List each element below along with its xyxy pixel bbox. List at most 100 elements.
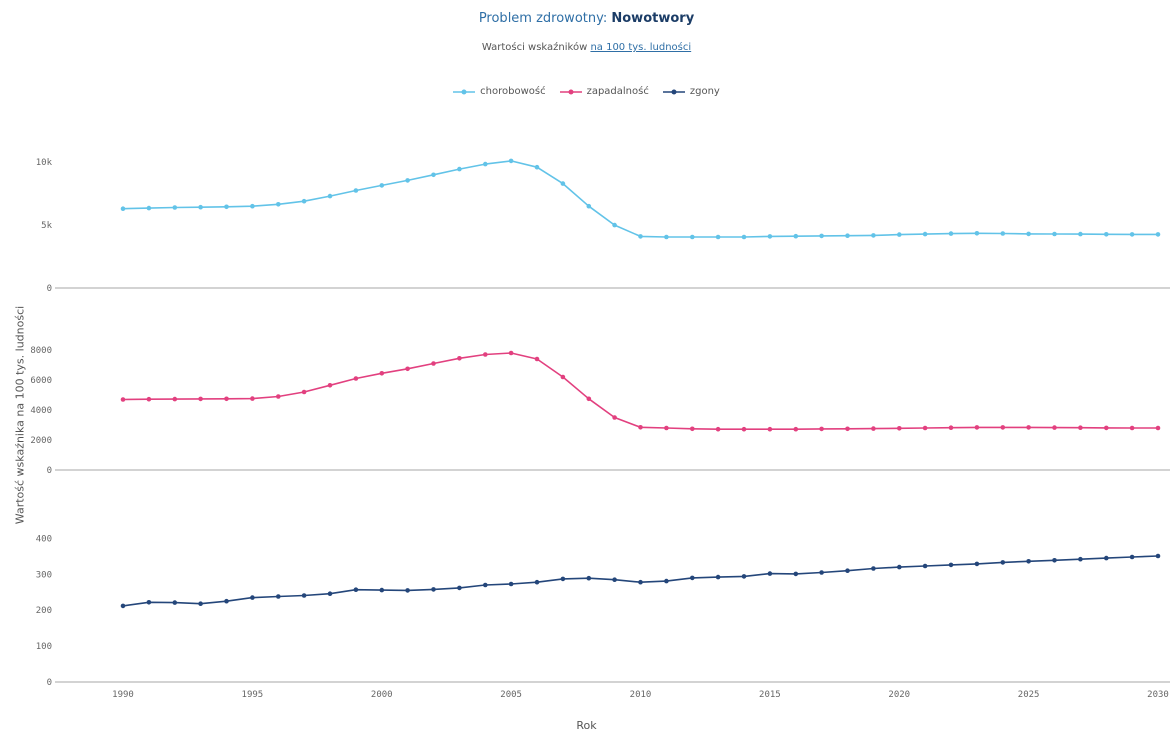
- legend-item-zapadalnosc[interactable]: zapadalność: [559, 86, 649, 97]
- subtitle-prefix: Wartości wskaźników: [481, 42, 588, 53]
- data-point-zgony: [586, 575, 592, 581]
- data-point-zgony: [379, 587, 385, 593]
- data-point-zgony: [974, 561, 980, 567]
- data-point-chorobowosc: [612, 222, 617, 228]
- data-point-chorobowosc: [819, 233, 824, 239]
- data-point-zapadalnosc: [457, 356, 462, 361]
- subtitle-link[interactable]: na 100 tys. ludności: [590, 42, 692, 53]
- data-point-zapadalnosc: [353, 376, 359, 381]
- y-tick-label-zgony: 200: [36, 606, 52, 616]
- data-point-zgony: [457, 585, 462, 591]
- data-point-zapadalnosc: [146, 396, 152, 402]
- data-point-chorobowosc: [327, 193, 333, 199]
- data-point-zapadalnosc: [483, 352, 488, 357]
- x-tick-label: 2025: [1018, 690, 1040, 700]
- data-point-zapadalnosc: [379, 371, 385, 376]
- data-point-chorobowosc: [767, 234, 773, 239]
- data-point-zgony: [793, 571, 799, 577]
- data-point-zapadalnosc: [715, 426, 721, 432]
- x-tick-label: 1995: [242, 690, 264, 700]
- chart-subtitle: Wartości wskaźników na 100 tys. ludności: [0, 42, 1173, 53]
- data-point-zgony: [1052, 558, 1057, 563]
- y-tick-label-zapadalnosc: 2000: [30, 436, 52, 446]
- data-point-zgony: [664, 578, 669, 584]
- data-point-zapadalnosc: [250, 396, 255, 401]
- data-point-zapadalnosc: [612, 415, 617, 420]
- y-tick-label-zgony: 0: [47, 678, 52, 688]
- data-point-zgony: [224, 598, 229, 604]
- data-point-chorobowosc: [146, 205, 152, 211]
- data-point-zapadalnosc: [690, 426, 695, 432]
- data-point-chorobowosc: [534, 164, 540, 170]
- data-point-zgony: [638, 579, 643, 585]
- data-point-zgony: [534, 579, 540, 585]
- data-point-zgony: [871, 566, 876, 571]
- x-tick-label: 2000: [371, 690, 393, 700]
- y-tick-label-chorobowosc: 0: [47, 284, 52, 294]
- y-tick-label-zapadalnosc: 0: [47, 466, 52, 476]
- data-point-zgony: [353, 587, 359, 592]
- legend-label-zgony: zgony: [689, 86, 720, 97]
- data-point-chorobowosc: [224, 204, 229, 210]
- y-tick-label-zgony: 100: [36, 642, 52, 652]
- x-tick-label: 2015: [759, 690, 781, 700]
- data-point-zapadalnosc: [638, 425, 643, 430]
- x-tick-label: 2020: [888, 690, 910, 700]
- legend-label-zapadalnosc: zapadalność: [586, 86, 649, 97]
- data-point-zgony: [276, 594, 281, 599]
- data-point-zapadalnosc: [431, 361, 436, 366]
- data-point-zgony: [741, 574, 747, 579]
- chart-title: Problem zdrowotny: Nowotwory: [0, 11, 1173, 26]
- data-point-chorobowosc: [120, 206, 126, 211]
- title-value: Nowotwory: [611, 11, 695, 26]
- data-point-zapadalnosc: [974, 425, 980, 430]
- data-point-chorobowosc: [948, 231, 954, 236]
- y-tick-label-zgony: 300: [36, 570, 52, 580]
- data-point-chorobowosc: [508, 158, 514, 164]
- data-point-zapadalnosc: [120, 397, 126, 402]
- data-point-zapadalnosc: [534, 356, 540, 362]
- data-point-zgony: [1078, 556, 1083, 562]
- legend-item-zgony[interactable]: zgony: [662, 86, 720, 97]
- data-point-zapadalnosc: [1052, 425, 1057, 430]
- data-point-zapadalnosc: [767, 426, 773, 432]
- data-point-zgony: [922, 563, 928, 569]
- data-point-zapadalnosc: [301, 389, 307, 395]
- data-point-zapadalnosc: [327, 383, 333, 388]
- data-point-chorobowosc: [172, 205, 178, 210]
- data-point-zgony: [508, 581, 514, 587]
- data-point-zgony: [405, 588, 410, 593]
- data-point-chorobowosc: [276, 202, 281, 207]
- data-point-zapadalnosc: [276, 394, 281, 399]
- data-point-chorobowosc: [1129, 232, 1135, 237]
- data-point-zgony: [120, 603, 126, 609]
- data-point-chorobowosc: [379, 183, 385, 188]
- data-point-chorobowosc: [301, 198, 307, 204]
- data-point-chorobowosc: [1000, 231, 1006, 236]
- x-axis-label: Rok: [576, 719, 597, 732]
- y-tick-label-zapadalnosc: 6000: [30, 376, 52, 386]
- legend-label-chorobowosc: chorobowość: [480, 86, 546, 97]
- series-line-chorobowosc: [122, 160, 1158, 238]
- data-point-zgony: [1129, 554, 1135, 560]
- data-point-chorobowosc: [974, 231, 980, 236]
- data-point-chorobowosc: [483, 161, 488, 167]
- data-point-chorobowosc: [638, 234, 643, 239]
- title-prefix: Problem zdrowotny:: [478, 11, 608, 26]
- data-point-chorobowosc: [664, 234, 669, 240]
- data-point-chorobowosc: [457, 166, 462, 172]
- legend-item-chorobowosc[interactable]: chorobowość: [453, 86, 546, 97]
- y-tick-label-chorobowosc: 10k: [36, 158, 53, 168]
- data-point-chorobowosc: [198, 204, 203, 210]
- data-point-zgony: [431, 587, 436, 592]
- data-point-zgony: [767, 571, 773, 576]
- y-tick-label-zapadalnosc: 8000: [30, 346, 52, 356]
- data-point-chorobowosc: [250, 203, 255, 209]
- data-point-zgony: [198, 601, 203, 606]
- data-point-zapadalnosc: [897, 426, 902, 431]
- data-point-zgony: [897, 564, 902, 570]
- data-point-zgony: [690, 575, 695, 581]
- data-point-zgony: [1000, 560, 1006, 565]
- data-point-zgony: [172, 600, 178, 605]
